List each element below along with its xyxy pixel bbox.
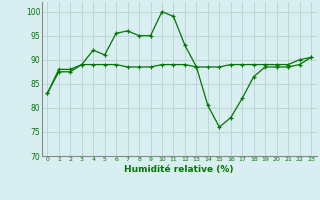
X-axis label: Humidité relative (%): Humidité relative (%) bbox=[124, 165, 234, 174]
